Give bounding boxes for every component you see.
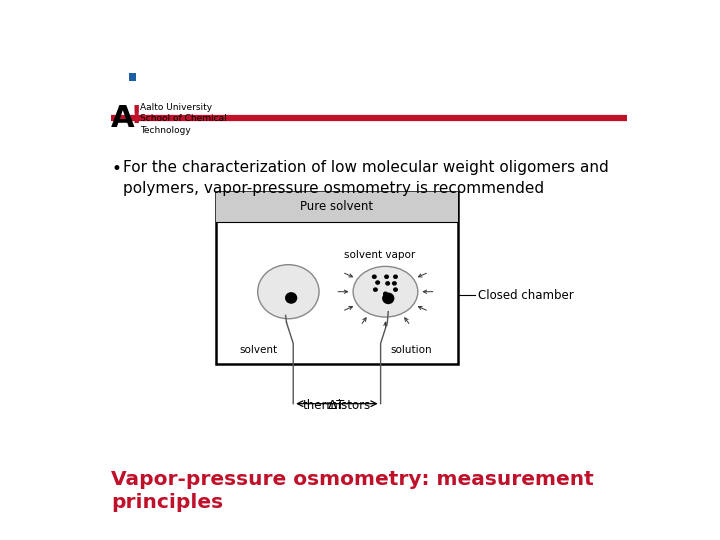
Ellipse shape (392, 281, 397, 286)
Bar (215, 192, 459, 364)
Ellipse shape (372, 274, 377, 279)
Ellipse shape (393, 274, 398, 279)
Text: solvent vapor: solvent vapor (344, 250, 415, 260)
Ellipse shape (382, 293, 395, 304)
Ellipse shape (353, 266, 418, 317)
Ellipse shape (393, 287, 398, 292)
Text: Closed chamber: Closed chamber (478, 289, 574, 302)
Text: !: ! (130, 104, 142, 129)
Text: Vapor-pressure osmometry: measurement
principles: Vapor-pressure osmometry: measurement pr… (111, 470, 594, 512)
Text: solution: solution (390, 346, 432, 355)
Text: A: A (111, 104, 135, 133)
Ellipse shape (375, 280, 380, 285)
Bar (129, 73, 136, 82)
Ellipse shape (385, 281, 390, 286)
Bar (215, 192, 459, 221)
Ellipse shape (285, 292, 297, 304)
Ellipse shape (384, 274, 389, 279)
Text: thermistors: thermistors (303, 399, 371, 411)
Text: solvent: solvent (240, 346, 278, 355)
Ellipse shape (383, 292, 388, 296)
Text: Pure solvent: Pure solvent (300, 200, 374, 213)
Text: ΔT: ΔT (328, 399, 346, 412)
Text: •: • (111, 160, 121, 178)
Ellipse shape (258, 265, 319, 319)
Ellipse shape (373, 287, 378, 292)
Text: Aalto University
School of Chemical
Technology: Aalto University School of Chemical Tech… (140, 103, 227, 135)
Text: For the characterization of low molecular weight oligomers and
polymers, vapor-p: For the characterization of low molecula… (124, 160, 609, 197)
